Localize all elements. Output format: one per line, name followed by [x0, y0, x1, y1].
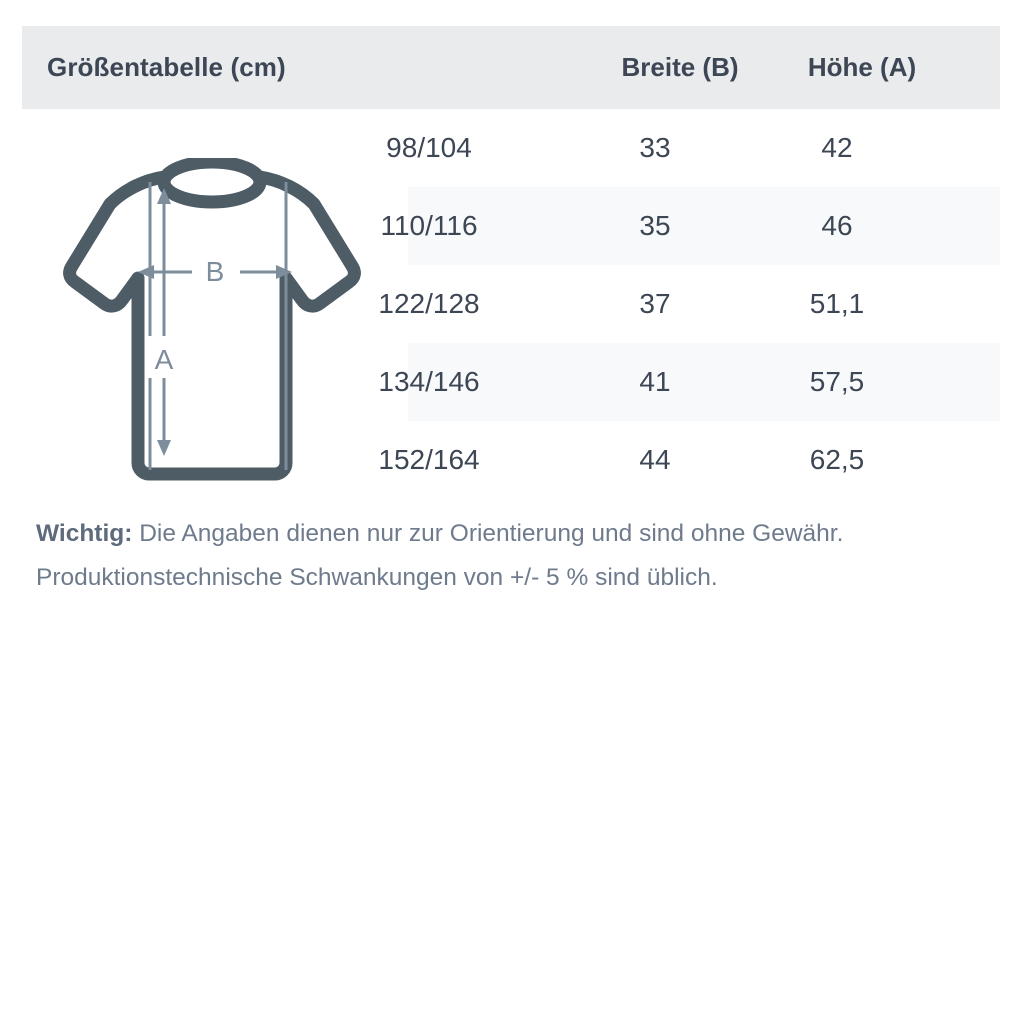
cell-size-value: 98/104	[386, 132, 472, 163]
cell-size: 122/128	[22, 288, 564, 320]
width-dimension-arrow	[138, 256, 292, 288]
table-row: 122/128 37 51,1	[22, 265, 1000, 343]
row-stripe	[408, 187, 1000, 265]
cell-height: 57,5	[809, 366, 865, 397]
cell-size: 134/146	[22, 366, 564, 398]
disclaimer-note: Wichtig: Die Angaben dienen nur zur Orie…	[36, 512, 996, 600]
table-body: 98/104 33 42 110/116 35 46 122/128 37 51…	[22, 109, 1000, 499]
cell-height: 42	[821, 132, 853, 163]
cell-height: 62,5	[809, 444, 865, 475]
cell-size-value: 134/146	[378, 366, 480, 397]
table-row: 110/116 35 46	[22, 187, 1000, 265]
cell-width: 37	[639, 288, 671, 319]
cell-width: 41	[639, 366, 671, 397]
cell-width: 33	[639, 132, 671, 163]
column-header-size: Größentabelle (cm)	[47, 52, 286, 82]
cell-height: 46	[821, 210, 853, 241]
cell-size: 152/164	[22, 444, 564, 476]
table-row: 152/164 44 62,5	[22, 421, 1000, 499]
width-label: B	[206, 256, 225, 287]
cell-size-value: 110/116	[380, 210, 478, 241]
height-label: A	[155, 344, 174, 375]
tshirt-icon: B A	[63, 158, 361, 481]
row-stripe	[408, 343, 1000, 421]
cell-size: 110/116	[22, 210, 564, 242]
disclaimer-label: Wichtig:	[36, 520, 133, 547]
cell-size-value: 122/128	[378, 288, 480, 319]
size-table: Größentabelle (cm) Breite (B) Höhe (A) 9…	[22, 26, 1000, 499]
disclaimer-text-1: Die Angaben dienen nur zur Orientierung …	[132, 520, 844, 547]
cell-width: 44	[639, 444, 671, 475]
disclaimer-line-2: Produktionstechnische Schwankungen von +…	[36, 564, 718, 591]
column-header-width: Breite (B)	[621, 52, 739, 82]
cell-width: 35	[639, 210, 671, 241]
collar-icon	[157, 158, 267, 209]
cell-size: 98/104	[22, 132, 564, 164]
cell-size-value: 152/164	[378, 444, 480, 475]
cell-height: 51,1	[809, 288, 865, 319]
guide-lines	[148, 182, 288, 470]
column-header-height: Höhe (A)	[807, 52, 917, 82]
table-row: 134/146 41 57,5	[22, 343, 1000, 421]
height-dimension-arrow	[148, 188, 180, 456]
tshirt-outline	[63, 170, 361, 481]
disclaimer-line-1: Wichtig: Die Angaben dienen nur zur Orie…	[36, 512, 996, 556]
table-row: 98/104 33 42	[22, 109, 1000, 187]
table-header-row: Größentabelle (cm) Breite (B) Höhe (A)	[22, 26, 1000, 109]
tshirt-diagram: B A	[52, 158, 372, 483]
